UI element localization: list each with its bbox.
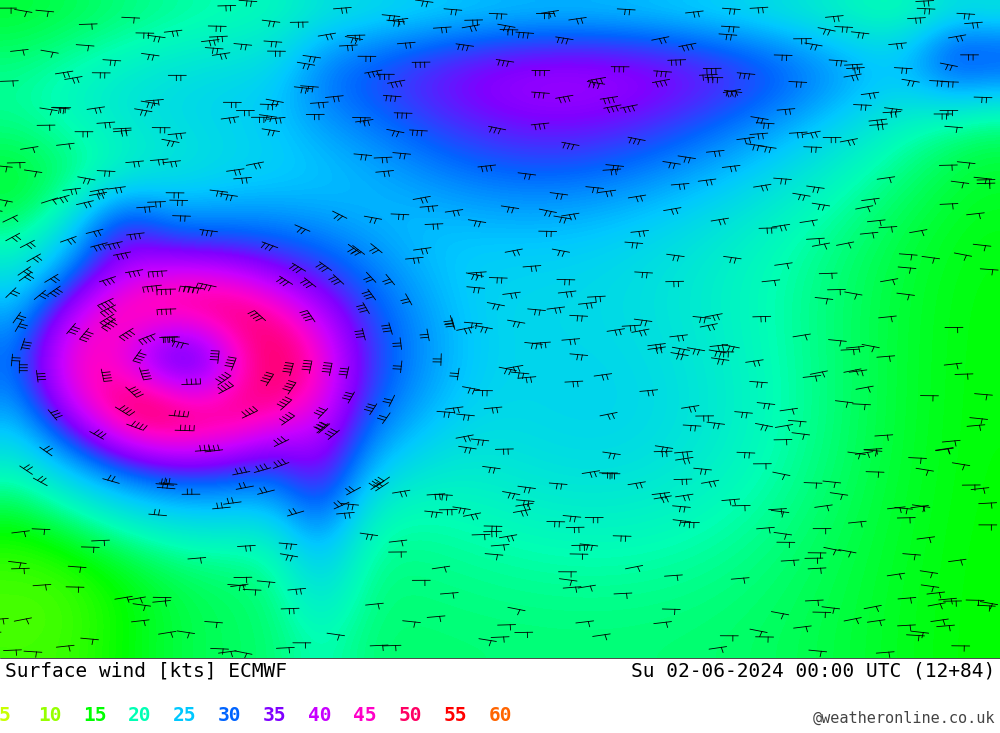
Text: 55: 55 (443, 707, 467, 726)
Text: 10: 10 (38, 707, 62, 726)
Text: Su 02-06-2024 00:00 UTC (12+84): Su 02-06-2024 00:00 UTC (12+84) (631, 661, 995, 680)
Text: 5: 5 (0, 707, 11, 726)
Text: 30: 30 (218, 707, 242, 726)
Text: 25: 25 (173, 707, 197, 726)
Text: 35: 35 (263, 707, 287, 726)
Text: 50: 50 (398, 707, 422, 726)
Text: @weatheronline.co.uk: @weatheronline.co.uk (812, 710, 995, 726)
Text: 60: 60 (488, 707, 512, 726)
Text: Surface wind [kts] ECMWF: Surface wind [kts] ECMWF (5, 661, 287, 680)
Text: 45: 45 (353, 707, 377, 726)
Text: 15: 15 (83, 707, 107, 726)
Text: 40: 40 (308, 707, 332, 726)
Text: 20: 20 (128, 707, 152, 726)
